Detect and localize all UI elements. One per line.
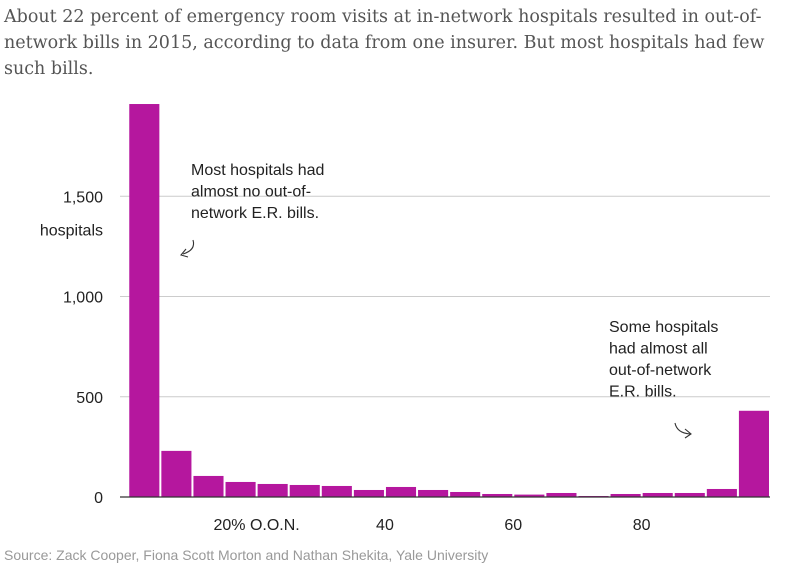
y-axis-label: hospitals bbox=[40, 222, 103, 239]
x-tick-label: 80 bbox=[633, 517, 651, 534]
bars bbox=[129, 104, 769, 498]
gridlines bbox=[120, 195, 770, 398]
source-note: Source: Zack Cooper, Fiona Scott Morton … bbox=[4, 547, 489, 563]
histogram-bar bbox=[193, 475, 224, 497]
histogram-bar bbox=[514, 494, 545, 497]
y-tick-label: 0 bbox=[94, 490, 103, 507]
histogram-bar bbox=[674, 492, 705, 497]
annotations: Most hospitals had almost no out-of-netwo… bbox=[180, 162, 718, 439]
histogram-bar bbox=[738, 410, 769, 497]
y-tick-label: 1,500 bbox=[63, 189, 103, 206]
histogram-bar bbox=[418, 489, 449, 497]
histogram-bar bbox=[706, 488, 737, 497]
chart-subtitle: About 22 percent of emergency room visit… bbox=[4, 7, 765, 79]
histogram-bar bbox=[642, 492, 673, 497]
arrow-right bbox=[674, 422, 691, 435]
histogram-bar bbox=[610, 493, 641, 497]
histogram-bar bbox=[385, 486, 417, 497]
histogram-bar bbox=[289, 484, 320, 497]
x-tick-label: 20% O.O.N. bbox=[213, 517, 299, 534]
histogram-bar bbox=[546, 492, 577, 497]
histogram-bar bbox=[353, 489, 384, 497]
y-tick-label: 1,000 bbox=[63, 290, 103, 307]
histogram-bar bbox=[129, 104, 160, 498]
histogram-bar bbox=[482, 493, 513, 497]
histogram-bar bbox=[225, 481, 256, 497]
annotation-text: Some hospitals had almost all out-of-netwo… bbox=[609, 319, 718, 401]
x-tick-label: 40 bbox=[376, 517, 394, 534]
histogram-bar bbox=[450, 491, 481, 497]
arrow-left bbox=[182, 239, 195, 255]
annotation-text: Most hospitals had almost no out-of-netwo… bbox=[191, 162, 324, 222]
y-tick-label: 500 bbox=[76, 390, 103, 407]
arrowhead-left bbox=[180, 248, 189, 258]
histogram-bar bbox=[257, 483, 288, 497]
histogram-bar bbox=[161, 450, 192, 497]
axes: 0 500 1,000 1,500 hospitals 20% O.O.N. 40 60 80 bbox=[40, 189, 770, 534]
histogram-bar bbox=[321, 485, 352, 497]
arrowhead-right bbox=[684, 428, 692, 439]
x-tick-label: 60 bbox=[504, 517, 522, 534]
